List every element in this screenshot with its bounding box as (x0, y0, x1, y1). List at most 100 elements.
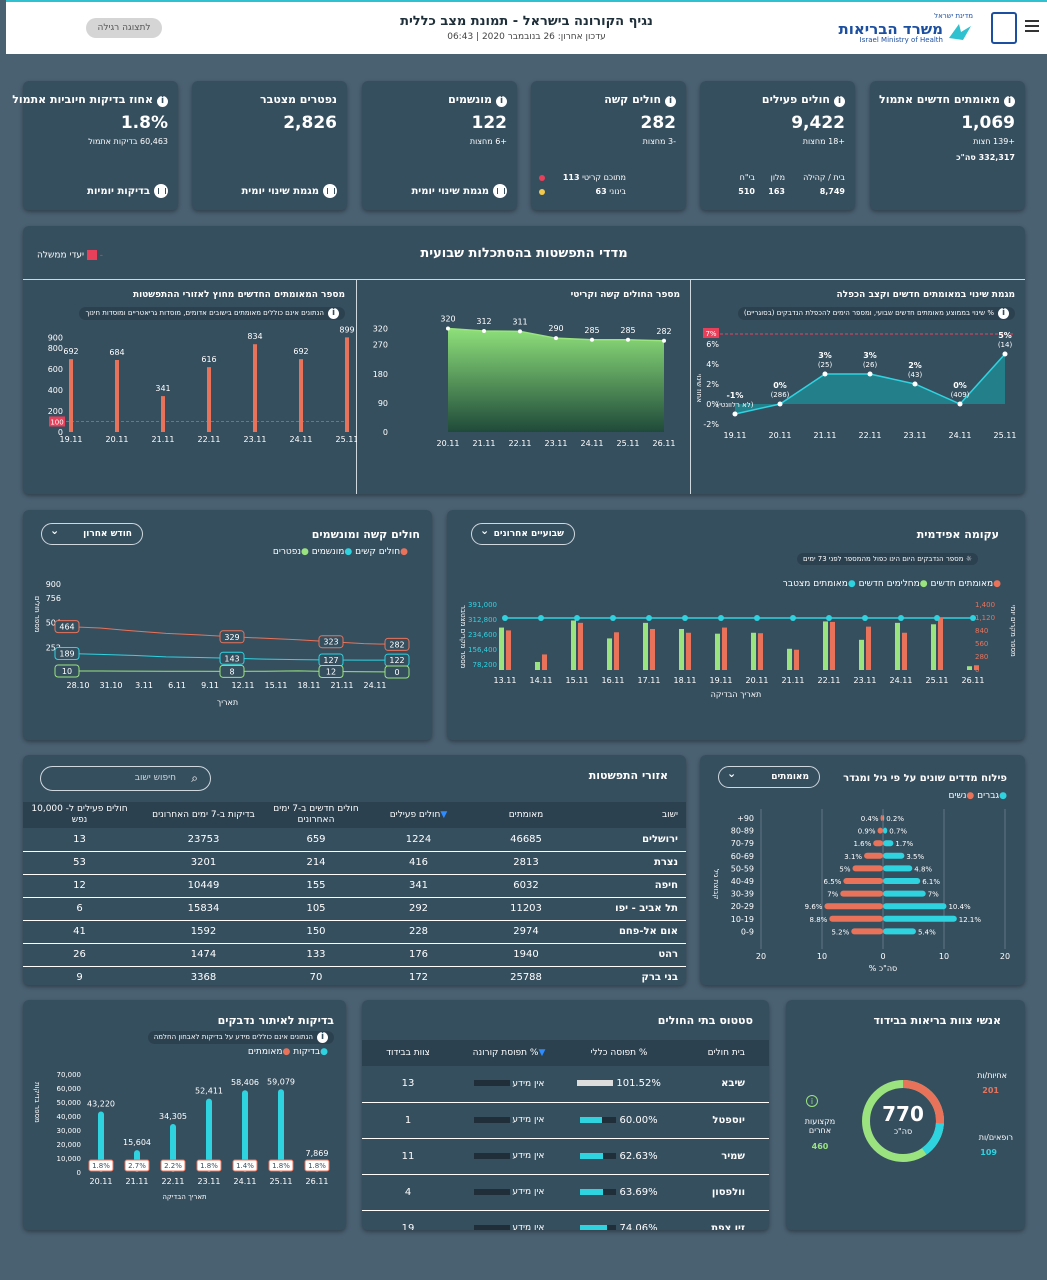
data-point (822, 371, 828, 377)
change-chart: 6%4%2%0%-2%7%-1%(לא רלוונטי)19.110%(286)… (695, 328, 1016, 440)
men-bar (883, 890, 926, 897)
table-row[interactable]: רהט 1940 176 133 1474 26 (23, 943, 686, 967)
value-bubble (54, 664, 80, 678)
kpi-value: 1.8% (120, 113, 168, 133)
period-dropdown[interactable]: חודש אחרון (41, 521, 143, 545)
critical-dot-icon (539, 175, 545, 181)
info-icon[interactable]: i (496, 96, 507, 107)
men-bar (883, 878, 921, 884)
info-icon[interactable]: i (665, 96, 676, 107)
table-cell: 155 (271, 874, 361, 898)
isolation-count: 11 (362, 1138, 454, 1175)
x-tick: 23.11 (854, 676, 877, 685)
recovered-bar (931, 624, 936, 670)
regular-view-button[interactable]: לתצוגה רגילה (86, 18, 162, 38)
men-label: 7% (928, 891, 939, 899)
covid-occupancy-cell: אין מידע (454, 1138, 564, 1175)
daily-trend-button[interactable]: מגמת שינוי יומית (241, 184, 337, 198)
x-tick: 18.11 (674, 676, 697, 685)
table-row[interactable]: זיו צפת 74.06% אין מידע 19 (362, 1210, 769, 1230)
bar (161, 396, 165, 432)
pct-label: 1.8% (272, 1162, 290, 1170)
info-icon[interactable]: i (806, 1095, 818, 1107)
women-label: 6.5% (824, 878, 842, 886)
women-bar (880, 815, 883, 821)
table-cell: 133 (271, 943, 361, 967)
tests-bar (98, 1111, 104, 1172)
table-row[interactable]: חיפה 6032 341 155 10449 12 (23, 874, 686, 898)
data-label: 59,079 (267, 1077, 295, 1086)
confirmed-bar (614, 632, 619, 670)
chart-title: מגמת שינוי במאומתים חדשים וקצב הכפלה (836, 290, 1016, 300)
metric-dropdown[interactable]: מאומתים (718, 764, 820, 788)
x-tick: 22.11 (818, 676, 841, 685)
table-cell: בני ברק (576, 966, 686, 985)
chart-note: i% שינוי בממוצע מאומתים חדשים שבועי, ומס… (737, 307, 1015, 320)
table-cell: 26 (23, 943, 136, 967)
data-label: 58,406 (231, 1078, 259, 1087)
x-tick: 20.11 (437, 439, 460, 448)
menu-icon[interactable] (1025, 20, 1039, 32)
cum-point (682, 615, 688, 621)
right-tick: 1,400 (975, 601, 995, 609)
table-cell: 105 (271, 897, 361, 921)
men-label: 4.8% (914, 865, 932, 873)
confirmed-bar (974, 665, 979, 670)
data-label: 320 (440, 314, 455, 323)
table-row[interactable]: ירושלים 46685 1224 659 23753 13 (23, 828, 686, 852)
table-row[interactable]: אום אל-פחם 2974 228 150 1592 41 (23, 920, 686, 944)
occupancy-fill (580, 1116, 602, 1123)
kpi-value: 2,826 (283, 113, 337, 133)
men-label: 0.2% (886, 815, 904, 823)
cum-point (970, 615, 976, 621)
table-row[interactable]: תל אביב - יפו 11203 292 105 15834 6 (23, 897, 686, 921)
y-tick: 600 (48, 365, 63, 374)
y-tick: 180 (373, 370, 388, 379)
table-row[interactable]: שיבא 101.52% אין מידע 13 (362, 1066, 769, 1103)
table-cell: 70 (271, 966, 361, 985)
info-icon[interactable]: i (834, 96, 845, 107)
table-row[interactable]: וולפסון 63.69% אין מידע 4 (362, 1174, 769, 1211)
data-point (1002, 351, 1008, 357)
cum-point (862, 615, 868, 621)
table-row[interactable]: בני ברק 25788 172 70 3368 9 (23, 966, 686, 985)
table-row[interactable]: שמיר 62.63% אין מידע 11 (362, 1138, 769, 1175)
women-bar (843, 878, 883, 884)
panel-title: חולים קשה ומונשמים (311, 528, 420, 541)
table-row[interactable]: נצרת 2813 416 214 3201 53 (23, 851, 686, 875)
pct-label: 2.7% (128, 1162, 146, 1170)
men-label: 1.7% (895, 840, 913, 848)
hospital-name: זיו צפת (674, 1210, 769, 1230)
panel-title: בדיקות לאיתור נדבקים (217, 1014, 334, 1027)
daily-trend-button[interactable]: מגמת שינוי יומית (411, 184, 507, 198)
data-label: 312 (476, 317, 491, 326)
y-axis-label: מספר בדיקות (33, 1082, 41, 1123)
x-axis-label: תאריך (216, 698, 239, 707)
cum-point (502, 615, 508, 621)
info-icon[interactable]: i (1004, 96, 1015, 107)
confirmed-bar (830, 621, 835, 670)
cum-point (610, 615, 616, 621)
data-label: 290 (548, 324, 563, 333)
women-bar (840, 890, 883, 897)
x-tick: 15.11 (265, 681, 288, 690)
x-tick: 12.11 (232, 681, 255, 690)
bar (69, 359, 73, 432)
table-row[interactable]: יוספטל 60.00% אין מידע 1 (362, 1102, 769, 1139)
age-label: 40-49 (731, 877, 754, 886)
kpi-sub: +139 חצות (973, 137, 1015, 146)
daily-tests-button[interactable]: בדיקות יומיות (87, 184, 168, 198)
confirmed-bar (866, 626, 871, 670)
search-input[interactable]: חיפוש ישוב ⌕ (40, 766, 211, 791)
period-dropdown[interactable]: שבועיים אחרונים (471, 521, 575, 545)
age-label: 50-59 (731, 864, 754, 873)
info-icon[interactable]: i (157, 96, 168, 107)
pct-badge (304, 1159, 330, 1172)
table-cell: רהט (576, 943, 686, 967)
table-cell: 1940 (476, 943, 576, 967)
recovered-bar (499, 627, 504, 670)
tests-bar (242, 1090, 248, 1172)
logo-small: מדינת ישראל (934, 12, 973, 20)
panel-title: עקומה אפידמית (916, 528, 999, 541)
age-label: 30-39 (731, 890, 754, 899)
